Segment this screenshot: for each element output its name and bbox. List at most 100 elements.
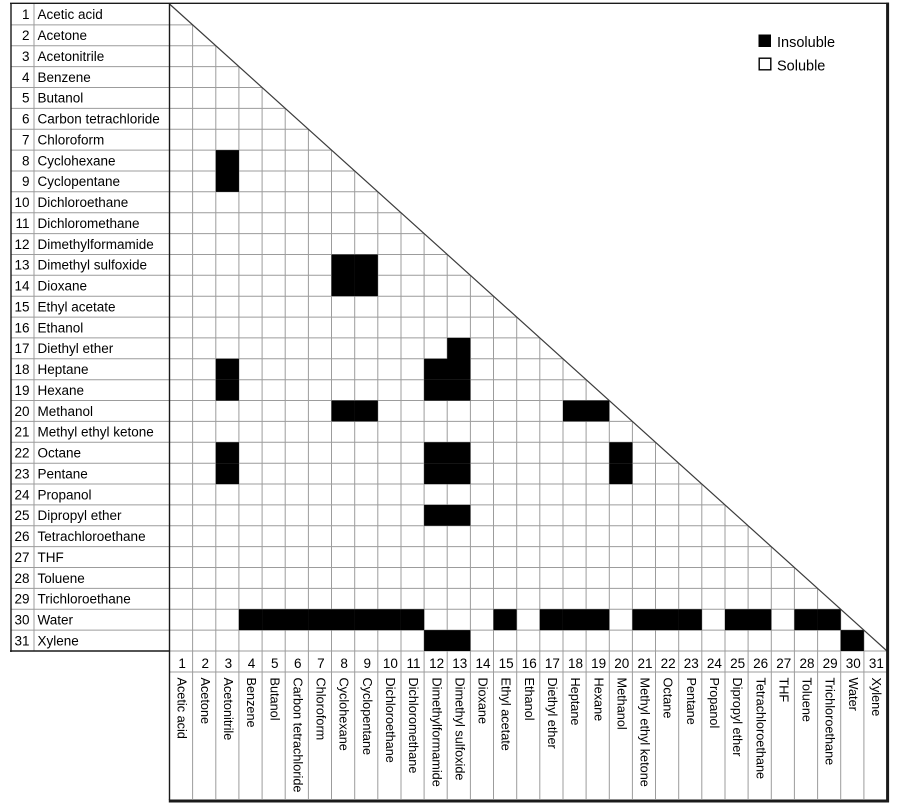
svg-text:28: 28	[14, 571, 29, 586]
svg-text:Methyl ethyl ketone: Methyl ethyl ketone	[38, 425, 154, 440]
svg-text:4: 4	[248, 656, 256, 671]
svg-text:Butanol: Butanol	[267, 678, 281, 721]
svg-text:Water: Water	[846, 678, 860, 712]
svg-text:15: 15	[499, 656, 514, 671]
svg-text:Heptane: Heptane	[38, 362, 89, 377]
svg-text:Toluene: Toluene	[800, 678, 814, 722]
svg-text:30: 30	[846, 656, 861, 671]
svg-text:25: 25	[730, 656, 745, 671]
svg-text:19: 19	[14, 383, 29, 398]
svg-text:Pentane: Pentane	[38, 466, 88, 481]
svg-text:Butanol: Butanol	[38, 91, 84, 106]
svg-text:6: 6	[294, 656, 302, 671]
svg-text:12: 12	[14, 237, 29, 252]
svg-text:25: 25	[14, 508, 29, 523]
svg-text:THF: THF	[38, 550, 64, 565]
svg-text:9: 9	[363, 656, 371, 671]
svg-text:Hexane: Hexane	[591, 678, 605, 722]
svg-text:31: 31	[869, 656, 884, 671]
svg-text:Cyclohexane: Cyclohexane	[38, 153, 116, 168]
svg-text:Methanol: Methanol	[38, 404, 94, 419]
svg-text:Pentane: Pentane	[684, 678, 698, 725]
svg-text:Dichloromethane: Dichloromethane	[38, 216, 140, 231]
svg-text:5: 5	[22, 91, 30, 106]
svg-text:Dioxane: Dioxane	[38, 279, 88, 294]
svg-text:9: 9	[22, 174, 30, 189]
svg-text:Hexane: Hexane	[38, 383, 85, 398]
svg-text:12: 12	[429, 656, 444, 671]
svg-text:16: 16	[522, 656, 537, 671]
svg-text:27: 27	[776, 656, 791, 671]
svg-text:Toluene: Toluene	[38, 571, 85, 586]
svg-text:Xylene: Xylene	[869, 678, 883, 717]
svg-text:Dioxane: Dioxane	[476, 678, 490, 725]
svg-text:Benzene: Benzene	[38, 70, 91, 85]
svg-text:Dimethyl sulfoxide: Dimethyl sulfoxide	[38, 258, 148, 273]
svg-text:1: 1	[22, 7, 30, 22]
svg-text:13: 13	[452, 656, 467, 671]
svg-text:17: 17	[14, 341, 29, 356]
svg-text:Ethyl acetate: Ethyl acetate	[499, 678, 513, 751]
svg-text:Acetic acid: Acetic acid	[175, 678, 189, 739]
svg-text:Acetonitrile: Acetonitrile	[38, 49, 105, 64]
svg-text:Octane: Octane	[661, 678, 675, 719]
svg-text:Chloroform: Chloroform	[38, 133, 105, 148]
svg-text:Cyclopentane: Cyclopentane	[38, 174, 121, 189]
svg-text:Methanol: Methanol	[614, 678, 628, 730]
svg-text:6: 6	[22, 112, 30, 127]
svg-text:20: 20	[614, 656, 629, 671]
svg-text:22: 22	[14, 446, 29, 461]
svg-text:8: 8	[22, 153, 30, 168]
svg-text:28: 28	[799, 656, 814, 671]
svg-text:Acetone: Acetone	[38, 28, 88, 43]
svg-text:Ethanol: Ethanol	[522, 678, 536, 721]
svg-text:20: 20	[14, 404, 29, 419]
svg-text:Diethyl ether: Diethyl ether	[38, 341, 114, 356]
svg-text:7: 7	[317, 656, 325, 671]
svg-text:5: 5	[271, 656, 279, 671]
svg-text:Benzene: Benzene	[244, 678, 258, 728]
svg-text:Acetic acid: Acetic acid	[38, 7, 103, 22]
svg-text:11: 11	[15, 216, 29, 231]
svg-text:THF: THF	[776, 678, 790, 703]
svg-text:Dipropyl ether: Dipropyl ether	[730, 678, 744, 758]
svg-text:Acetonitrile: Acetonitrile	[221, 678, 235, 741]
svg-text:26: 26	[753, 656, 768, 671]
svg-text:24: 24	[707, 656, 723, 671]
svg-text:Trichloroethane: Trichloroethane	[38, 592, 131, 607]
svg-text:2: 2	[201, 656, 209, 671]
svg-text:Tetrachloroethane: Tetrachloroethane	[38, 529, 146, 544]
svg-text:15: 15	[14, 299, 29, 314]
svg-text:10: 10	[14, 195, 29, 210]
svg-text:Acetone: Acetone	[198, 678, 212, 725]
svg-text:2: 2	[22, 28, 30, 43]
svg-text:Dichloroethane: Dichloroethane	[38, 195, 129, 210]
svg-text:Ethanol: Ethanol	[38, 320, 84, 335]
svg-text:3: 3	[22, 49, 30, 64]
svg-text:14: 14	[14, 279, 30, 294]
svg-text:21: 21	[637, 656, 652, 671]
svg-text:Chloroform: Chloroform	[314, 678, 328, 741]
svg-text:30: 30	[14, 613, 29, 628]
svg-text:10: 10	[383, 656, 398, 671]
svg-text:Soluble: Soluble	[777, 58, 825, 74]
svg-text:Insoluble: Insoluble	[777, 35, 835, 51]
svg-text:Octane: Octane	[38, 446, 82, 461]
svg-text:Dichloroethane: Dichloroethane	[383, 678, 397, 763]
svg-text:Carbon tetrachloride: Carbon tetrachloride	[290, 678, 304, 793]
svg-text:Heptane: Heptane	[568, 678, 582, 726]
svg-text:17: 17	[545, 656, 560, 671]
svg-text:29: 29	[14, 592, 29, 607]
svg-text:Xylene: Xylene	[38, 633, 79, 648]
svg-text:4: 4	[22, 70, 30, 85]
svg-text:Dimethylformamide: Dimethylformamide	[38, 237, 154, 252]
svg-text:1: 1	[178, 656, 186, 671]
svg-text:8: 8	[340, 656, 348, 671]
svg-text:18: 18	[14, 362, 29, 377]
svg-text:Dichloromethane: Dichloromethane	[406, 678, 420, 774]
svg-text:3: 3	[225, 656, 233, 671]
svg-text:Tetrachloroethane: Tetrachloroethane	[753, 678, 767, 780]
svg-text:24: 24	[14, 487, 30, 502]
svg-text:19: 19	[591, 656, 606, 671]
svg-text:31: 31	[14, 633, 29, 648]
